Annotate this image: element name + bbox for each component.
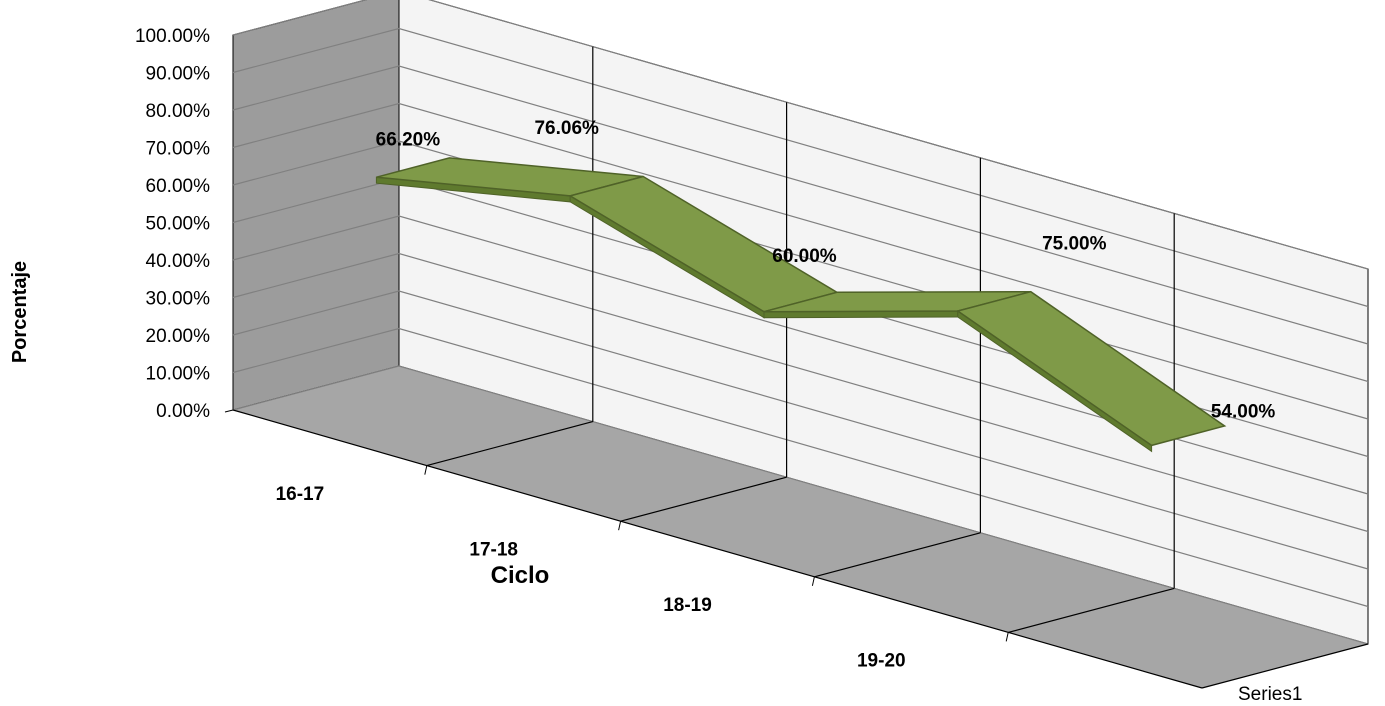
y-tick-label: 30.00% [146,289,211,310]
data-label: 76.06% [534,118,599,139]
y-tick-label: 0.00% [156,401,210,422]
category-tick [1005,632,1009,642]
y-tick-label: 50.00% [146,214,211,235]
floor-divider [814,532,981,578]
gridline [232,215,1369,495]
gridline [232,290,1369,570]
y-tick-label: 100.00% [135,26,210,47]
gridline [232,0,1369,270]
gridline [232,327,1369,608]
category-label: 19-20 [857,651,906,672]
y-axis-title: Porcentaje [9,261,31,363]
data-label: 54.00% [1211,402,1276,423]
y-tick-label: 60.00% [146,176,211,197]
data-labels: 66.20% 76.06% 60.00% 75.00% 54.00% [376,118,1276,423]
x-axis-title: Ciclo [491,562,550,589]
series-axis-label: Series1 [1238,684,1302,705]
category-label: 16-17 [276,484,325,505]
value-axis-tick [224,409,234,413]
floor-divider [426,421,593,467]
category-label: 18-19 [663,595,712,616]
category-label: 17-18 [469,539,518,560]
y-tick-label: 80.00% [146,101,211,122]
y-tick-label: 90.00% [146,64,211,85]
y-tick-label: 20.00% [146,326,211,347]
gridline [232,252,1369,533]
gridline [232,102,1369,383]
data-label: 75.00% [1042,233,1107,254]
y-tick-label: 70.00% [146,139,211,160]
floor [233,366,1368,688]
gridline [232,65,1369,345]
y-tick-labels: 0.00% 10.00% 20.00% 30.00% 40.00% 50.00% 60.00… [135,26,210,422]
y-tick-label: 10.00% [146,364,211,385]
category-axis-line [232,409,1203,689]
gridline [232,365,1369,645]
gridlines [232,0,1369,645]
floor-divider [620,476,787,522]
category-tick [618,521,622,531]
chart-walls [232,0,1369,688]
series-axis-line [1201,643,1369,689]
category-tick [424,465,428,475]
data-label: 60.00% [772,246,837,267]
floor-divider [1008,587,1175,633]
category-tick [811,576,815,586]
left-wall [232,0,400,411]
data-label: 66.20% [376,130,441,151]
series-ribbon [375,157,1227,453]
gridline [232,27,1369,308]
y-tick-label: 40.00% [146,251,211,272]
ribbon-segment [956,290,1227,447]
